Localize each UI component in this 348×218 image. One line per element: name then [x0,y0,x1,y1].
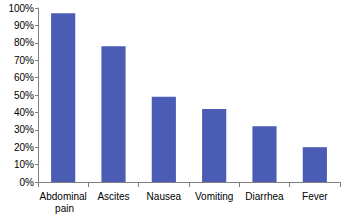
svg-text:Abdominal: Abdominal [40,191,87,202]
svg-text:Nausea: Nausea [147,191,182,202]
svg-text:40%: 40% [14,107,34,118]
svg-text:30%: 30% [14,124,34,135]
svg-text:Fever: Fever [302,191,328,202]
svg-text:pain: pain [52,203,74,214]
svg-text:70%: 70% [14,55,34,66]
svg-text:60%: 60% [14,72,34,83]
svg-text:20%: 20% [14,142,34,153]
svg-text:Diarrhea: Diarrhea [245,191,284,202]
svg-text:Vomiting: Vomiting [195,191,233,202]
svg-text:50%: 50% [14,90,34,101]
svg-text:80%: 80% [14,37,34,48]
svg-text:10%: 10% [14,159,34,170]
svg-text:100%: 100% [8,3,34,14]
svg-text:90%: 90% [14,20,34,31]
svg-text:0%: 0% [20,177,35,188]
svg-text:Ascites: Ascites [97,191,129,202]
